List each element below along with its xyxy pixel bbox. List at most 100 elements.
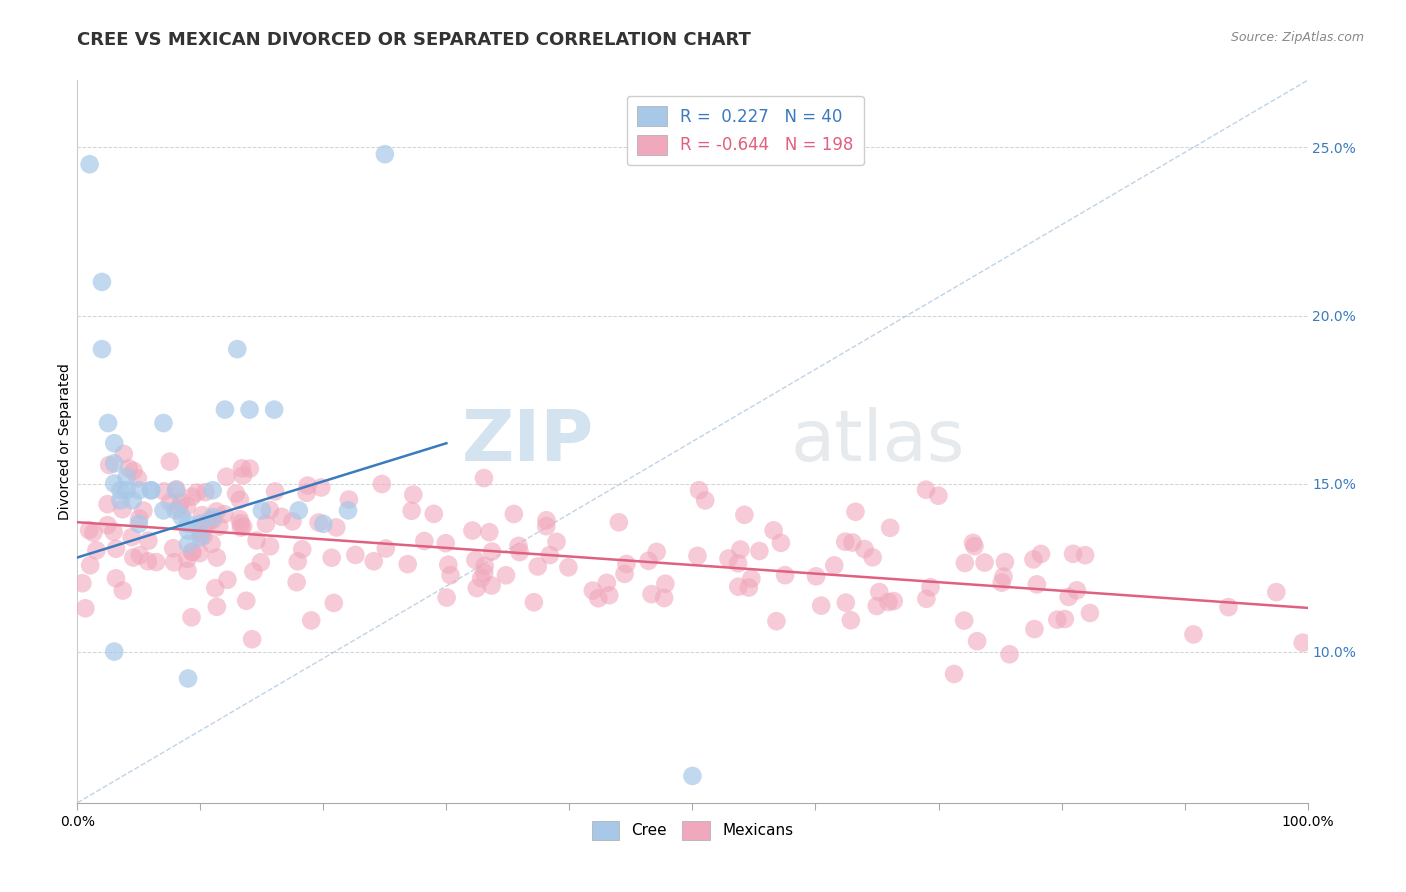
Point — [103, 644, 125, 658]
Point — [526, 559, 548, 574]
Point — [437, 558, 460, 572]
Point — [536, 513, 558, 527]
Point — [866, 599, 889, 613]
Point — [188, 530, 212, 544]
Point — [879, 521, 901, 535]
Point — [546, 534, 568, 549]
Point — [834, 534, 856, 549]
Text: CREE VS MEXICAN DIVORCED OR SEPARATED CORRELATION CHART: CREE VS MEXICAN DIVORCED OR SEPARATED CO… — [77, 31, 751, 49]
Point — [170, 510, 193, 524]
Point — [72, 576, 94, 591]
Point — [128, 511, 150, 525]
Point — [232, 468, 254, 483]
Point — [229, 492, 252, 507]
Legend: Cree, Mexicans: Cree, Mexicans — [586, 815, 799, 846]
Point — [1022, 552, 1045, 566]
Point — [613, 566, 636, 581]
Point — [180, 610, 202, 624]
Point — [226, 342, 249, 356]
Point — [994, 555, 1017, 569]
Point — [862, 550, 884, 565]
Point — [118, 461, 141, 475]
Point — [235, 593, 257, 607]
Point — [204, 581, 226, 595]
Point — [423, 507, 446, 521]
Point — [325, 520, 347, 534]
Point — [538, 548, 561, 562]
Point — [762, 524, 785, 538]
Point — [695, 493, 717, 508]
Point — [322, 596, 344, 610]
Point — [254, 516, 277, 531]
Point — [186, 485, 208, 500]
Point — [312, 516, 335, 531]
Point — [727, 557, 749, 571]
Point — [77, 523, 100, 537]
Point — [229, 520, 252, 534]
Point — [177, 516, 200, 531]
Point — [177, 537, 200, 551]
Point — [823, 558, 845, 573]
Point — [769, 536, 792, 550]
Point — [79, 157, 101, 171]
Point — [205, 550, 228, 565]
Point — [344, 548, 367, 562]
Point — [321, 550, 343, 565]
Point — [598, 588, 620, 602]
Point — [738, 581, 761, 595]
Point — [181, 545, 204, 559]
Point — [686, 549, 709, 563]
Point — [853, 542, 876, 557]
Point — [132, 503, 155, 517]
Point — [152, 503, 174, 517]
Point — [396, 557, 419, 571]
Point — [1182, 627, 1205, 641]
Point — [740, 572, 762, 586]
Point — [214, 507, 236, 521]
Point — [162, 541, 184, 556]
Point — [103, 456, 125, 470]
Point — [1057, 590, 1080, 604]
Point — [844, 505, 866, 519]
Point — [228, 512, 250, 526]
Point — [730, 542, 752, 557]
Point — [481, 544, 503, 558]
Point — [105, 541, 128, 556]
Point — [291, 542, 314, 557]
Point — [953, 556, 976, 570]
Point — [201, 537, 224, 551]
Point — [337, 492, 360, 507]
Point — [97, 518, 120, 533]
Point — [374, 541, 396, 556]
Point — [122, 550, 145, 565]
Point — [167, 501, 190, 516]
Point — [374, 147, 396, 161]
Point — [165, 483, 187, 498]
Point — [509, 545, 531, 559]
Point — [110, 493, 132, 508]
Point — [439, 568, 461, 582]
Point — [1265, 585, 1288, 599]
Point — [259, 539, 281, 553]
Point — [413, 534, 436, 549]
Point — [112, 447, 135, 461]
Point — [841, 535, 863, 549]
Point — [1066, 583, 1088, 598]
Point — [470, 571, 492, 585]
Point — [474, 558, 496, 573]
Point — [464, 553, 486, 567]
Point — [733, 508, 755, 522]
Point — [225, 486, 247, 500]
Point — [111, 502, 134, 516]
Point — [127, 471, 149, 485]
Point — [111, 583, 134, 598]
Point — [152, 416, 174, 430]
Point — [281, 514, 304, 528]
Point — [640, 587, 662, 601]
Point — [97, 497, 120, 511]
Point — [688, 483, 710, 498]
Point — [839, 613, 862, 627]
Point — [176, 552, 198, 566]
Point — [201, 510, 224, 524]
Point — [170, 494, 193, 508]
